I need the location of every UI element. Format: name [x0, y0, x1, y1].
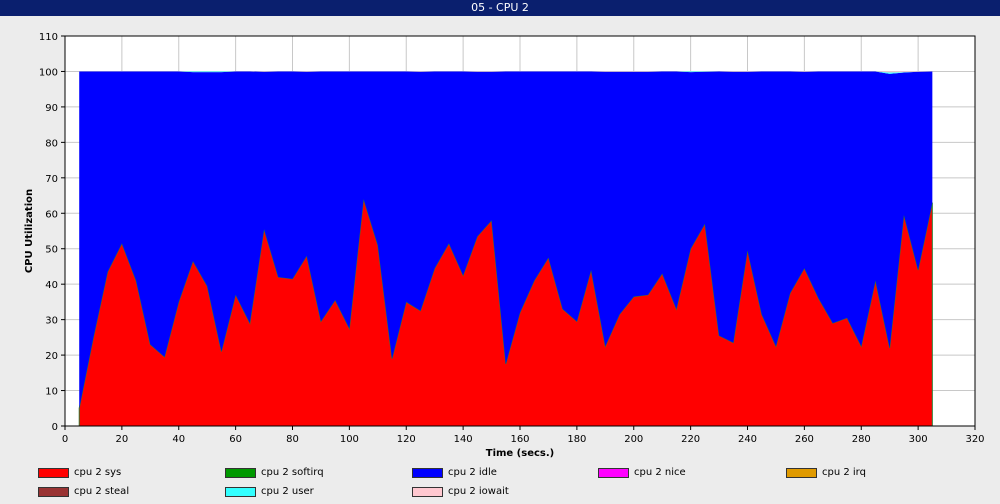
legend-swatch — [225, 468, 256, 478]
y-tick-label: 40 — [45, 280, 58, 291]
series-area-cpu-2-idle — [79, 71, 933, 409]
x-tick-label: 260 — [795, 434, 814, 445]
cpu-utilization-chart: 0 10 20 30 40 50 60 70 80 90 100 110 0 20 40 60 80 100 12… — [24, 32, 985, 459]
x-tick-label: 240 — [738, 434, 757, 445]
x-tick-label: 160 — [510, 434, 529, 445]
y-axis-ticks: 0 10 20 30 40 50 60 70 80 90 100 110 — [39, 32, 65, 433]
y-tick-label: 60 — [45, 209, 58, 220]
x-tick-label: 200 — [624, 434, 643, 445]
legend-swatch — [412, 468, 443, 478]
legend-swatch — [225, 487, 256, 497]
x-tick-label: 180 — [567, 434, 586, 445]
legend-label: cpu 2 softirq — [261, 467, 324, 478]
legend-swatch — [786, 468, 817, 478]
y-tick-label: 50 — [45, 245, 58, 256]
window-title: 05 - CPU 2 — [0, 0, 1000, 16]
legend-label: cpu 2 steal — [74, 486, 130, 497]
x-tick-label: 120 — [397, 434, 416, 445]
legend-swatch — [38, 468, 69, 478]
y-tick-label: 20 — [45, 351, 58, 362]
y-axis-title: CPU Utilization — [24, 189, 35, 273]
x-tick-label: 20 — [116, 434, 129, 445]
x-axis-ticks: 0 20 40 60 80 100 120 140 160 180 200 220 240 260 280 3… — [62, 426, 985, 445]
x-tick-label: 300 — [909, 434, 928, 445]
y-tick-label: 10 — [45, 387, 58, 398]
legend-label: cpu 2 sys — [74, 467, 122, 478]
y-tick-label: 90 — [45, 103, 58, 114]
x-tick-label: 320 — [965, 434, 984, 445]
legend-label: cpu 2 irq — [822, 467, 866, 478]
x-tick-label: 100 — [340, 434, 359, 445]
y-tick-label: 30 — [45, 316, 58, 327]
x-tick-label: 60 — [229, 434, 242, 445]
x-tick-label: 80 — [286, 434, 299, 445]
legend-label: cpu 2 iowait — [448, 486, 509, 497]
legend-label: cpu 2 user — [261, 486, 314, 497]
legend-label: cpu 2 nice — [634, 467, 686, 478]
y-tick-label: 80 — [45, 138, 58, 149]
x-tick-label: 140 — [454, 434, 473, 445]
y-tick-label: 110 — [39, 32, 58, 43]
legend-swatch — [412, 487, 443, 497]
y-tick-label: 0 — [52, 422, 58, 433]
legend-label: cpu 2 idle — [448, 467, 497, 478]
legend-swatch — [38, 487, 69, 497]
stacked-areas — [78, 71, 933, 427]
x-tick-label: 40 — [172, 434, 185, 445]
x-axis-title: Time (secs.) — [486, 448, 555, 459]
y-tick-label: 70 — [45, 174, 58, 185]
legend-swatch — [598, 468, 629, 478]
x-tick-label: 220 — [681, 434, 700, 445]
x-tick-label: 0 — [62, 434, 68, 445]
y-tick-label: 100 — [39, 67, 58, 78]
x-tick-label: 280 — [852, 434, 871, 445]
